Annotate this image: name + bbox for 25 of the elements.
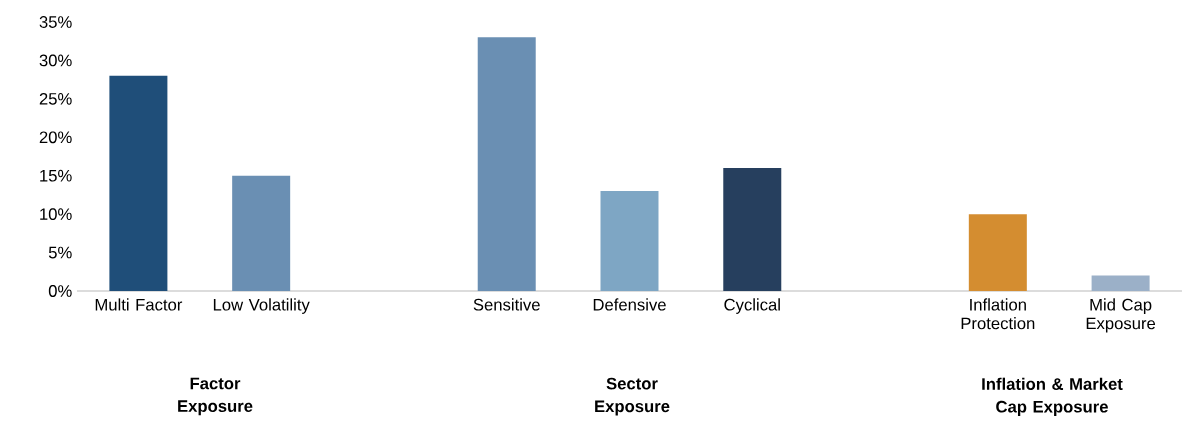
y-tick-label: 15% (40, 169, 72, 182)
bar (723, 168, 782, 291)
y-tick-label: 0% (48, 285, 72, 297)
y-tick-label: 10% (40, 208, 72, 221)
bar (1091, 275, 1150, 291)
text: Inflation & Market Cap Exposure (982, 377, 1123, 416)
x-tick-label: Multi Factor (95, 298, 183, 311)
text: Factor Exposure (178, 377, 253, 416)
bar (109, 75, 168, 291)
bar (477, 37, 536, 291)
x-tick-label: Cyclical (724, 298, 780, 314)
y-tick-label: 25% (39, 92, 72, 105)
bar (968, 214, 1027, 291)
y-tick-label: 20% (39, 131, 72, 144)
text: Sector Exposure (595, 377, 670, 416)
bar (600, 191, 659, 291)
x-tick-label: Low Volatility (213, 298, 310, 314)
y-tick-label: 35% (39, 16, 72, 28)
x-tick-label: Defensive (593, 298, 666, 311)
y-tick-label: 5% (48, 246, 72, 259)
bar (232, 175, 291, 291)
x-tick-label: Inflation Protection (961, 298, 1035, 330)
y-tick-label: 30% (39, 54, 72, 67)
x-tick-label: Sensitive (473, 298, 540, 311)
x-tick-label: Mid Cap Exposure (1086, 298, 1156, 333)
